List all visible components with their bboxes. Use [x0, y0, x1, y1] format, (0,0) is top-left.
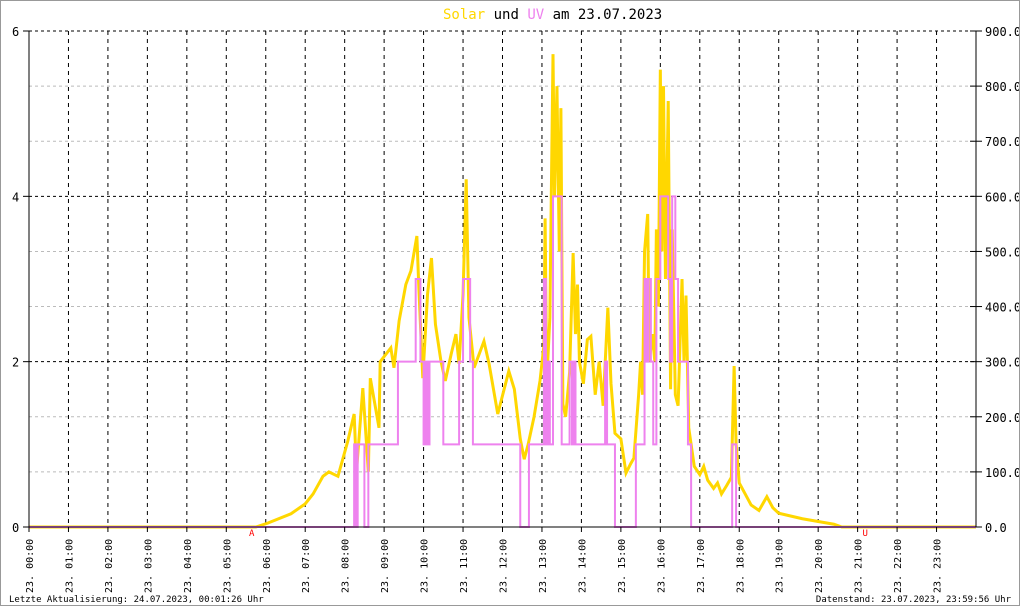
- x-tick-label: 23. 10:00: [420, 539, 431, 593]
- left-tick-label: 4: [12, 190, 19, 204]
- x-tick-label: 23. 09:00: [380, 539, 391, 593]
- right-tick-label: 500.0: [985, 245, 1020, 259]
- title-und: und: [485, 7, 527, 23]
- left-tick-label: 6: [12, 25, 19, 39]
- x-tick-label: 23. 23:00: [933, 539, 944, 593]
- right-tick-label: 800.0: [985, 80, 1020, 94]
- x-tick-label: 23. 17:00: [696, 539, 707, 593]
- left-tick-label: 2: [12, 356, 19, 370]
- x-tick-label: 23. 01:00: [64, 539, 75, 593]
- x-tick-label: 23. 06:00: [262, 539, 273, 593]
- right-tick-label: 100.0: [985, 466, 1020, 480]
- x-tick-label: 23. 21:00: [854, 539, 865, 593]
- sunset-marker: U: [863, 529, 868, 539]
- x-tick-label: 23. 19:00: [775, 539, 786, 593]
- right-tick-label: 0.0: [985, 521, 1007, 535]
- x-tick-label: 23. 05:00: [222, 539, 233, 593]
- title-date: am 23.07.2023: [544, 7, 662, 23]
- x-tick-label: 23. 14:00: [577, 539, 588, 593]
- data-timestamp-text: Datenstand: 23.07.2023, 23:59:56 Uhr: [816, 595, 1012, 605]
- x-tick-label: 23. 02:00: [104, 539, 115, 593]
- series-layer: [29, 54, 976, 529]
- x-tick-label: 23. 12:00: [499, 539, 510, 593]
- right-tick-label: 200.0: [985, 411, 1020, 425]
- uv-series-line: [29, 195, 976, 528]
- axes: 23. 00:00 23. 01:00 23. 02:00 23. 03:00 23. …: [12, 25, 1020, 593]
- last-update-text: Letzte Aktualisierung: 24.07.2023, 00:01…: [9, 595, 264, 605]
- left-tick-label: 0: [12, 521, 19, 535]
- solar-series-line: [29, 54, 976, 529]
- x-tick-label: 23. 20:00: [814, 539, 825, 593]
- x-tick-label: 23. 13:00: [538, 539, 549, 593]
- x-tick-label: 23. 04:00: [183, 539, 194, 593]
- chart-title: Solar und UV am 23.07.2023: [443, 7, 662, 23]
- x-tick-label: 23. 03:00: [143, 539, 154, 593]
- right-tick-label: 900.0: [985, 25, 1020, 39]
- right-tick-label: 700.0: [985, 135, 1020, 149]
- x-tick-label: 23. 22:00: [893, 539, 904, 593]
- x-tick-label: 23. 18:00: [735, 539, 746, 593]
- x-tick-label: 23. 11:00: [459, 539, 470, 593]
- x-tick-label: 23. 15:00: [617, 539, 628, 593]
- right-tick-label: 600.0: [985, 190, 1020, 204]
- grid: [29, 30, 976, 527]
- sunrise-marker: A: [249, 529, 255, 539]
- x-tick-label: 23. 07:00: [301, 539, 312, 593]
- title-uv: UV: [527, 7, 544, 23]
- x-tick-label: 23. 08:00: [341, 539, 352, 593]
- right-tick-label: 300.0: [985, 356, 1020, 370]
- right-tick-label: 400.0: [985, 301, 1020, 315]
- x-tick-label: 23. 16:00: [656, 539, 667, 593]
- title-solar: Solar: [443, 7, 485, 23]
- x-tick-label: 23. 00:00: [25, 539, 36, 593]
